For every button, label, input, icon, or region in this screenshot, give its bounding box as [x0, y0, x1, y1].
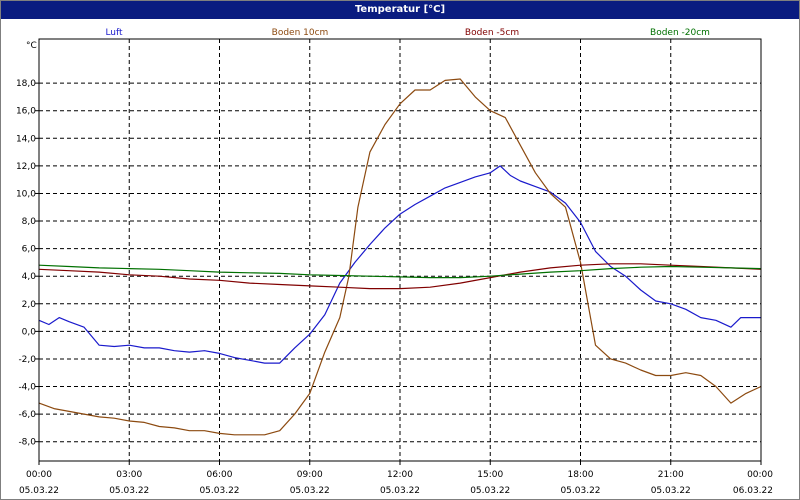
y-tick-label: 10,0 — [16, 189, 36, 199]
y-unit-label: °C — [26, 41, 37, 51]
x-tick-date: 05.03.22 — [651, 486, 691, 496]
x-tick-time: 00:00 — [747, 470, 773, 480]
x-tick-date: 05.03.22 — [560, 486, 600, 496]
series-line-boden-20cm — [38, 264, 762, 279]
x-tick-time: 00:00 — [26, 470, 52, 480]
x-tick-date: 05.03.22 — [199, 486, 239, 496]
y-tick-label: -4,0 — [18, 383, 36, 393]
y-tick-label: 4,0 — [22, 272, 37, 282]
y-tick-label: 6,0 — [22, 245, 37, 255]
x-tick-date: 05.03.22 — [19, 486, 59, 496]
series-line-boden-10cm — [38, 78, 762, 436]
y-tick-label: 8,0 — [22, 217, 37, 227]
series-line-luft — [38, 165, 761, 364]
legend-label-boden-20cm: Boden -20cm — [650, 28, 710, 38]
grid — [35, 39, 762, 465]
x-tick-date: 05.03.22 — [380, 486, 420, 496]
x-tick-time: 21:00 — [658, 470, 684, 480]
legend-label-luft: Luft — [105, 28, 123, 38]
y-tick-label: -8,0 — [18, 438, 36, 448]
series-line-boden-5cm — [38, 263, 762, 290]
legend: Luft Boden 10cm Boden -5cm Boden -20cm — [105, 28, 710, 38]
y-tick-label: -6,0 — [18, 410, 36, 420]
x-tick-date: 06.03.22 — [733, 486, 773, 496]
x-tick-date: 05.03.22 — [470, 486, 510, 496]
y-tick-label: 14,0 — [16, 134, 36, 144]
x-tick-date: 05.03.22 — [109, 486, 149, 496]
x-tick-time: 03:00 — [116, 470, 142, 480]
y-tick-label: 0,0 — [22, 327, 37, 337]
y-tick-label: 2,0 — [22, 300, 37, 310]
y-tick-label: 18,0 — [16, 79, 36, 89]
x-tick-time: 18:00 — [568, 470, 594, 480]
plot-area-border — [38, 38, 762, 462]
y-tick-label: -2,0 — [18, 355, 36, 365]
chart-title: Temperatur [°C] — [1, 1, 799, 19]
y-tick-label: 16,0 — [16, 107, 36, 117]
x-tick-time: 06:00 — [207, 470, 233, 480]
x-tick-time: 12:00 — [387, 470, 413, 480]
x-tick-time: 09:00 — [297, 470, 323, 480]
legend-label-boden-5cm: Boden -5cm — [465, 28, 519, 38]
y-tick-labels: -8,0 -6,0 -4,0 -2,0 0,0 2,0 4,0 6,0 8,0 10,0 12,0 1… — [16, 79, 36, 448]
x-tick-labels: 00:00 05.03.22 03:00 05.03.22 06:00 05.03.22 0… — [19, 470, 773, 496]
y-tick-label: 12,0 — [16, 162, 36, 172]
x-tick-date: 05.03.22 — [290, 486, 330, 496]
x-tick-time: 15:00 — [477, 470, 503, 480]
series-lines — [38, 78, 762, 436]
legend-label-boden-10cm: Boden 10cm — [272, 28, 329, 38]
